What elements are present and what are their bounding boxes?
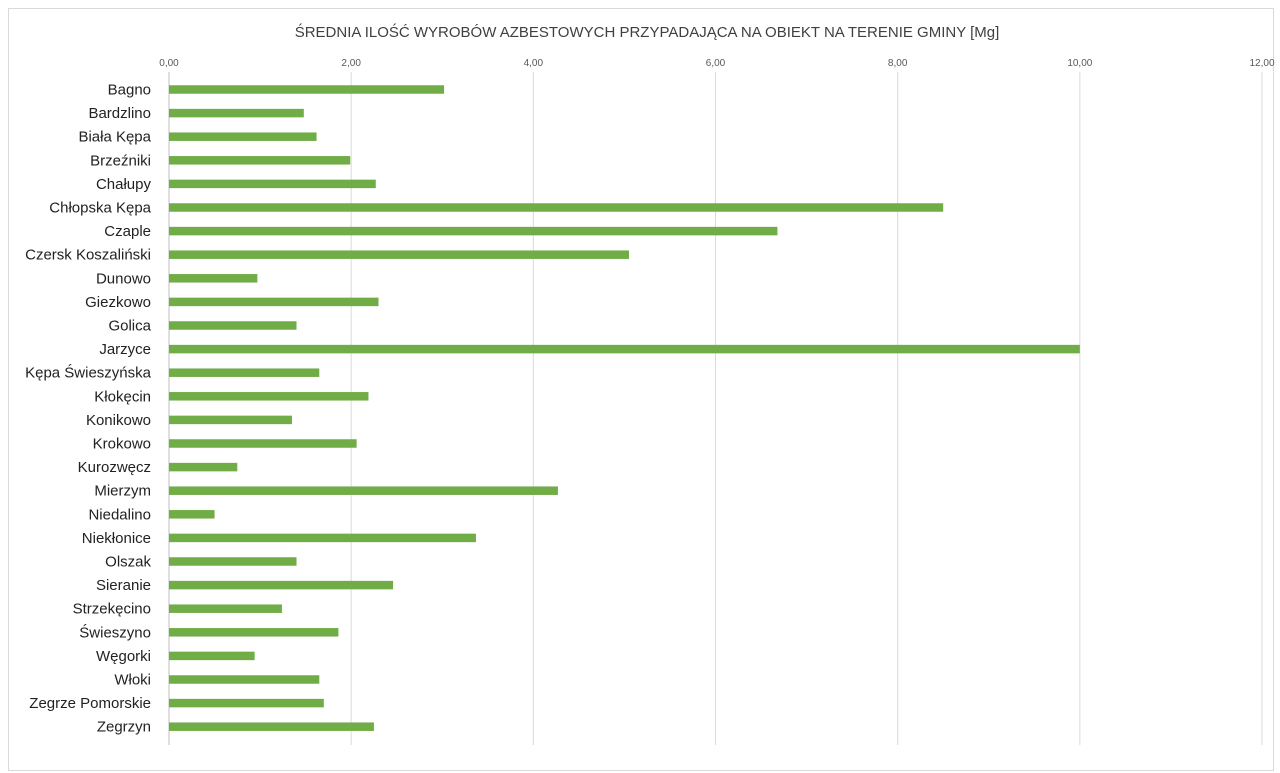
bar bbox=[169, 203, 944, 212]
category-label: Włoki bbox=[114, 672, 151, 689]
category-label: Węgorki bbox=[96, 648, 151, 665]
bar bbox=[169, 274, 258, 283]
bar bbox=[169, 344, 1080, 354]
category-label: Biała Kępa bbox=[78, 129, 151, 146]
category-label: Sieranie bbox=[96, 577, 151, 594]
bar bbox=[169, 722, 374, 731]
bar bbox=[169, 179, 376, 189]
category-label: Niedalino bbox=[88, 506, 151, 523]
category-label: Brzeźniki bbox=[90, 152, 151, 169]
category-label: Kępa Świeszyńska bbox=[25, 364, 152, 382]
chart-title: ŚREDNIA ILOŚĆ WYROBÓW AZBESTOWYCH PRZYPA… bbox=[295, 23, 1000, 41]
category-label: Dunowo bbox=[96, 270, 151, 287]
bar bbox=[169, 462, 238, 472]
bar bbox=[169, 156, 351, 165]
category-label: Kłokęcin bbox=[94, 388, 151, 405]
x-tick-label: 12,00 bbox=[1249, 58, 1274, 69]
bar bbox=[169, 250, 629, 259]
category-label: Konikowo bbox=[86, 412, 151, 429]
bar bbox=[169, 132, 317, 141]
category-label: Bagno bbox=[108, 82, 151, 99]
x-axis-ticks: 0,00 2,00 4,00 6,00 8,00 10,00 12,00 bbox=[159, 58, 1275, 69]
x-tick-label: 6,00 bbox=[706, 58, 726, 69]
bar bbox=[169, 533, 476, 543]
bar bbox=[169, 698, 324, 708]
x-tick-label: 8,00 bbox=[888, 58, 908, 69]
category-label: Giezkowo bbox=[85, 294, 151, 311]
category-label: Golica bbox=[108, 318, 151, 335]
category-label: Bardzlino bbox=[88, 105, 151, 122]
bar bbox=[169, 580, 394, 590]
bar bbox=[169, 392, 369, 401]
category-label: Świeszyno bbox=[79, 623, 151, 641]
category-label: Kurozwęcz bbox=[78, 459, 151, 476]
x-tick-label: 0,00 bbox=[159, 58, 179, 69]
bar bbox=[169, 439, 357, 448]
bar bbox=[169, 321, 297, 330]
category-label: Chałupy bbox=[96, 176, 152, 193]
category-label: Zegrzyn bbox=[97, 719, 151, 736]
bar bbox=[169, 604, 282, 613]
bar bbox=[169, 85, 445, 94]
category-labels: Bagno Bardzlino Biała Kępa Brzeźniki Chałupy… bbox=[25, 82, 152, 736]
x-tick-label: 2,00 bbox=[341, 58, 361, 69]
bar bbox=[169, 675, 320, 684]
x-tick-label: 4,00 bbox=[524, 58, 544, 69]
bar bbox=[169, 628, 339, 637]
category-label: Olszak bbox=[105, 554, 151, 571]
category-label: Jarzyce bbox=[99, 341, 151, 358]
category-label: Czersk Koszaliński bbox=[25, 247, 151, 264]
category-label: Mierzym bbox=[94, 483, 151, 500]
x-tick-label: 10,00 bbox=[1067, 58, 1092, 69]
bar bbox=[169, 415, 292, 425]
bar bbox=[169, 510, 215, 519]
bar bbox=[169, 368, 320, 377]
category-label: Chłopska Kępa bbox=[49, 200, 151, 217]
category-label: Krokowo bbox=[93, 436, 151, 453]
category-label: Strzekęcino bbox=[73, 601, 151, 618]
bar bbox=[169, 108, 304, 118]
gridlines bbox=[168, 72, 1263, 745]
bar bbox=[169, 226, 778, 236]
bar bbox=[169, 486, 558, 495]
category-label: Zegrze Pomorskie bbox=[29, 695, 151, 712]
bar bbox=[169, 297, 379, 307]
bar bbox=[169, 557, 297, 566]
category-label: Niekłonice bbox=[82, 530, 151, 547]
category-label: Czaple bbox=[104, 223, 151, 240]
bars bbox=[169, 85, 1080, 731]
bar bbox=[169, 651, 255, 661]
